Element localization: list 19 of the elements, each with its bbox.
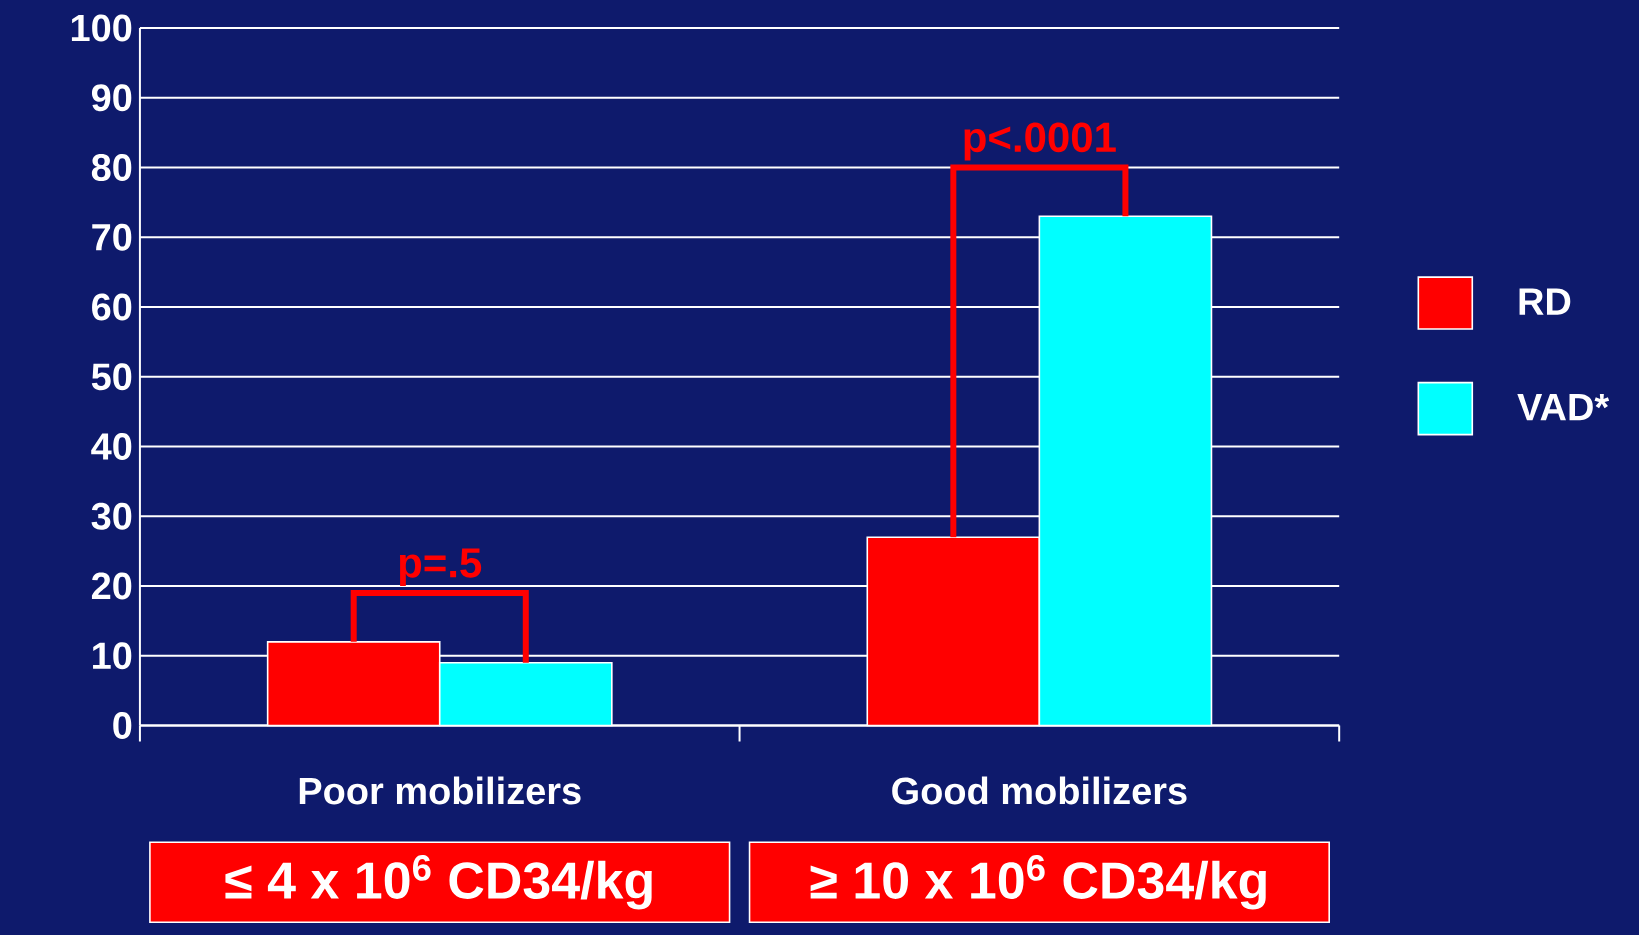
y-tick-label: 20 [91,572,132,600]
text: ≥ 10 x 10$^{6}$ CD34/kg [810,854,1266,910]
y-tick-label: 30 [91,502,132,530]
y-tick-label: 50 [91,363,132,391]
y-tick-label: 60 [92,293,132,321]
y-tick-label: 70 [92,223,132,251]
y-tick-label: 40 [91,432,132,460]
annotation: p<.0001 [964,122,1116,161]
x-tick-label: Good mobilizers [892,776,1187,805]
y-tick-label: 10 [93,642,132,670]
legend-label: VAD* [1517,393,1610,420]
y-tick-label: 100 [71,14,132,42]
annotation: p=.5 [399,548,482,586]
text: ≤ 4 x 10$^{6}$ CD34/kg [225,854,652,910]
y-tick-label: 0 [113,711,132,739]
x-tick-label: Poor mobilizers [299,776,581,805]
legend-label: RD [1519,288,1571,315]
y-tick-label: 80 [91,153,132,181]
y-tick-label: 90 [91,84,132,111]
